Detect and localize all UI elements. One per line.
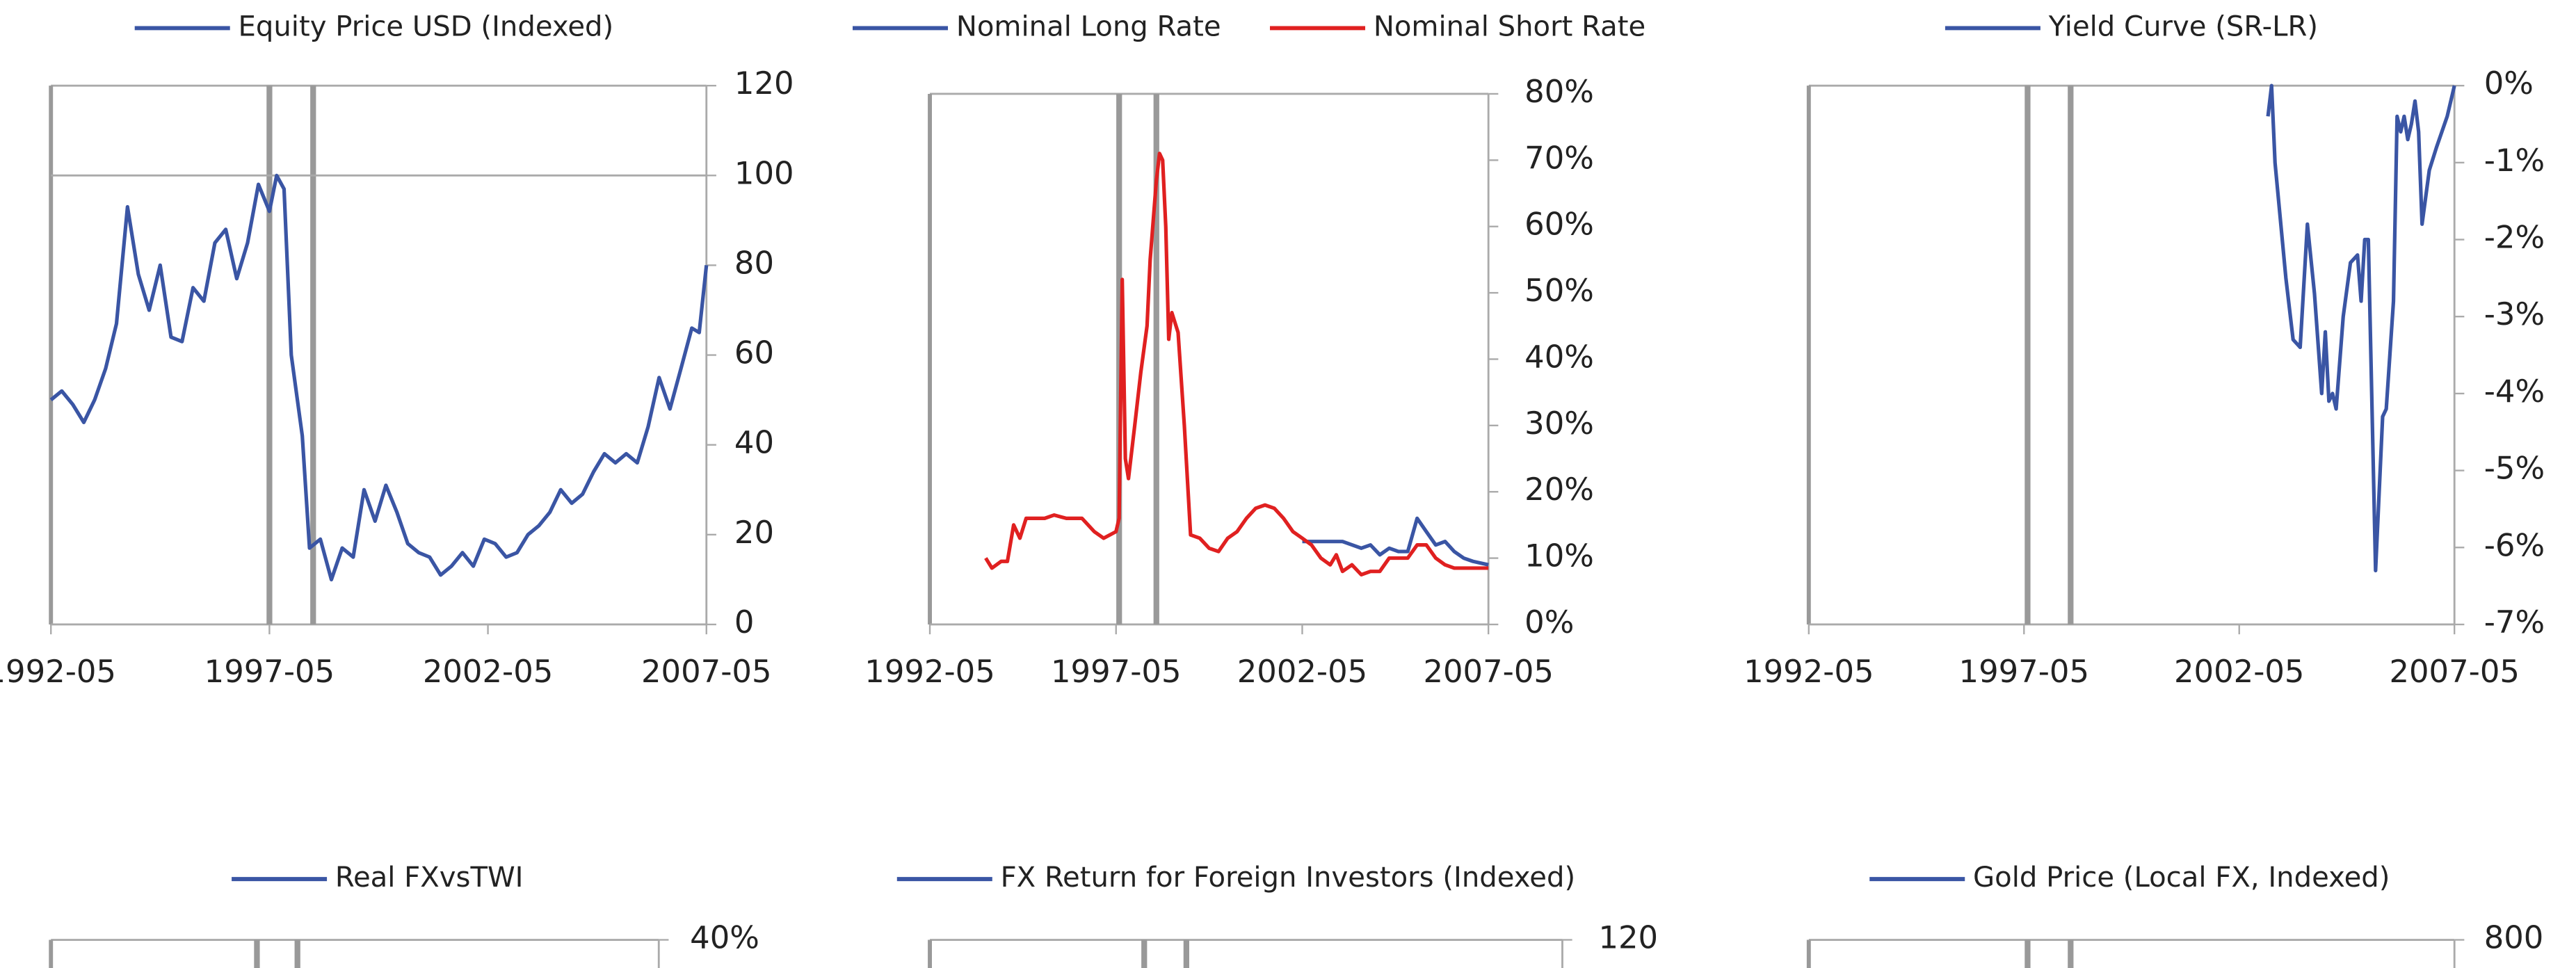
y-tick-label: 40% [1524, 338, 1594, 375]
y-tick-label: 80% [1524, 73, 1594, 110]
series-line [1302, 516, 1489, 567]
x-tick-label: 1997-05 [204, 653, 335, 690]
y-tick-label: 70% [1524, 139, 1594, 176]
y-tick-label: -5% [2484, 450, 2545, 487]
y-tick-label: -6% [2484, 526, 2545, 563]
y-tick-label: 80 [734, 244, 774, 281]
x-tick-label: 1997-05 [1959, 653, 2090, 690]
x-tick-label: 1997-05 [1051, 653, 1182, 690]
x-tick-label: 1992-05 [1744, 653, 1874, 690]
legend-label: Real FXvsTWI [335, 862, 524, 894]
legend-label: Yield Curve (SR-LR) [2048, 10, 2318, 42]
series-line [2266, 83, 2456, 573]
y-tick-label: 60 [734, 334, 774, 371]
x-tick-label: 2002-05 [2174, 653, 2305, 690]
y-tick-label: 50% [1524, 272, 1594, 309]
legend-label: Nominal Long Rate [956, 10, 1221, 42]
legend-label: Nominal Short Rate [1374, 10, 1645, 42]
y-tick-label: 40 [734, 424, 774, 461]
y-tick-label: -2% [2484, 219, 2545, 256]
legend-label: Equity Price USD (Indexed) [239, 10, 614, 42]
y-tick-label: 60% [1524, 206, 1594, 243]
series-line [984, 152, 1489, 576]
x-tick-label: 2007-05 [641, 653, 772, 690]
y-tick-label: 800 [2484, 919, 2544, 956]
y-tick-label: 30% [1524, 405, 1594, 442]
y-tick-label: -4% [2484, 373, 2545, 410]
x-tick-label: 1992-05 [864, 653, 995, 690]
y-tick-label: -7% [2484, 604, 2545, 640]
y-tick-label: 20 [734, 514, 774, 551]
legend-label: Gold Price (Local FX, Indexed) [1973, 862, 2390, 894]
y-tick-label: 40% [690, 919, 759, 956]
x-tick-label: 1992-05 [0, 653, 116, 690]
y-tick-label: 120 [734, 65, 794, 102]
y-tick-label: 0% [2484, 65, 2534, 102]
y-tick-label: 10% [1524, 538, 1594, 574]
y-tick-label: -3% [2484, 296, 2545, 332]
y-tick-label: 100 [734, 154, 794, 191]
x-tick-label: 2002-05 [423, 653, 554, 690]
x-tick-label: 2002-05 [1237, 653, 1368, 690]
series-line [49, 173, 709, 582]
y-tick-label: -1% [2484, 142, 2545, 179]
y-tick-label: 0 [734, 604, 755, 640]
y-tick-label: 0% [1524, 604, 1574, 640]
legend-label: FX Return for Foreign Investors (Indexed… [1001, 862, 1576, 894]
x-tick-label: 2007-05 [2389, 653, 2520, 690]
x-tick-label: 2007-05 [1423, 653, 1554, 690]
y-tick-label: 120 [1598, 919, 1658, 956]
y-tick-label: 20% [1524, 471, 1594, 508]
